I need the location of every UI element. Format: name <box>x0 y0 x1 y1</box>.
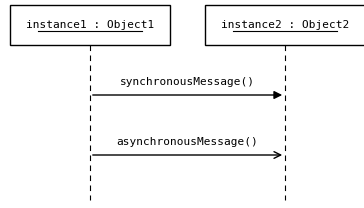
Text: instance1 : Object1: instance1 : Object1 <box>26 20 154 30</box>
Text: asynchronousMessage(): asynchronousMessage() <box>116 137 258 147</box>
Bar <box>205 5 364 45</box>
Text: synchronousMessage(): synchronousMessage() <box>120 77 255 87</box>
Text: instance2 : Object2: instance2 : Object2 <box>221 20 349 30</box>
Bar <box>10 5 170 45</box>
